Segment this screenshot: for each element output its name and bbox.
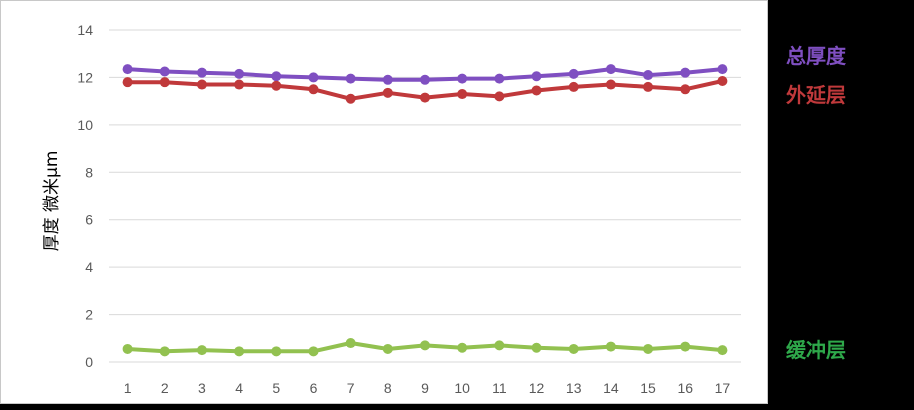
x-tick-label: 17 [715, 380, 731, 396]
data-point [420, 74, 430, 85]
data-point [308, 72, 319, 83]
data-point [159, 66, 170, 77]
data-point [643, 343, 654, 354]
data-point [568, 68, 579, 79]
data-point [308, 84, 319, 95]
y-tick-label: 10 [77, 117, 93, 133]
x-tick-label: 16 [677, 380, 693, 396]
legend-total-thickness: 总厚度 [786, 44, 846, 68]
x-tick-label: 13 [566, 380, 582, 396]
x-tick-label: 7 [347, 380, 355, 396]
data-point [531, 85, 542, 96]
data-point [680, 84, 691, 95]
data-point [271, 80, 282, 91]
data-point [457, 89, 468, 100]
legend-epitaxial-layer: 外延层 [786, 83, 846, 107]
plot-area: 0 2 4 6 8 10 12 14 1 2 3 4 5 6 7 8 9 10 11 12 13 14 15 16 17 厚度… [0, 0, 768, 404]
x-tick-label: 6 [310, 380, 318, 396]
y-tick-label: 8 [85, 164, 93, 180]
y-tick-label: 6 [85, 212, 93, 228]
data-point [345, 93, 356, 104]
y-tick-label: 2 [85, 307, 93, 323]
data-point [122, 77, 133, 88]
data-point [234, 346, 245, 357]
x-tick-label: 3 [198, 380, 206, 396]
x-axis-ticks: 1 2 3 4 5 6 7 8 9 10 11 12 13 14 15 16 17 [124, 380, 731, 396]
data-point [643, 70, 654, 81]
data-point [717, 75, 728, 86]
data-point [196, 345, 207, 356]
data-point [308, 346, 319, 357]
data-point [234, 68, 245, 79]
x-tick-label: 4 [235, 380, 243, 396]
data-point [159, 346, 170, 357]
x-tick-label: 10 [454, 380, 470, 396]
y-axis-label: 厚度 微米μm [42, 151, 62, 252]
data-point [457, 342, 468, 353]
data-point [382, 87, 393, 98]
x-tick-label: 1 [124, 380, 132, 396]
x-tick-label: 2 [161, 380, 169, 396]
y-tick-label: 12 [77, 69, 93, 85]
x-tick-label: 9 [421, 380, 429, 396]
data-point [717, 64, 728, 75]
data-point [234, 79, 245, 90]
data-point [345, 338, 356, 349]
data-point [605, 64, 616, 75]
data-point [122, 343, 133, 354]
data-point [605, 79, 616, 90]
y-tick-label: 14 [77, 22, 93, 38]
data-point [531, 342, 542, 353]
y-axis-ticks: 0 2 4 6 8 10 12 14 [77, 22, 93, 370]
series-epitaxial-layer [122, 75, 728, 104]
x-tick-label: 15 [640, 380, 656, 396]
data-point [420, 340, 430, 351]
data-point [159, 77, 170, 88]
data-point [457, 73, 468, 84]
data-point [196, 67, 207, 78]
gridlines [109, 29, 741, 363]
data-point [568, 81, 579, 92]
data-point [382, 343, 393, 354]
data-point [568, 343, 579, 354]
y-tick-label: 0 [85, 354, 93, 370]
series-layer [122, 64, 728, 357]
series-buffer-layer [122, 338, 728, 357]
data-point [680, 341, 691, 352]
data-point [122, 64, 133, 75]
data-point [531, 71, 542, 82]
legend-buffer-layer: 缓冲层 [786, 338, 846, 362]
data-point [420, 92, 430, 103]
x-tick-label: 14 [603, 380, 619, 396]
data-point [680, 67, 691, 78]
data-point [271, 346, 282, 357]
data-point [345, 73, 356, 84]
data-point [494, 91, 505, 102]
x-tick-label: 11 [492, 380, 507, 396]
x-tick-label: 8 [384, 380, 392, 396]
y-tick-label: 4 [85, 259, 93, 275]
data-point [717, 345, 728, 356]
data-point [382, 74, 393, 85]
data-point [196, 79, 207, 90]
data-point [605, 341, 616, 352]
data-point [494, 340, 505, 351]
data-point [494, 73, 505, 84]
x-tick-label: 5 [272, 380, 280, 396]
x-tick-label: 12 [529, 380, 545, 396]
data-point [271, 71, 282, 82]
series-total-thickness [122, 64, 728, 85]
data-point [643, 81, 654, 92]
